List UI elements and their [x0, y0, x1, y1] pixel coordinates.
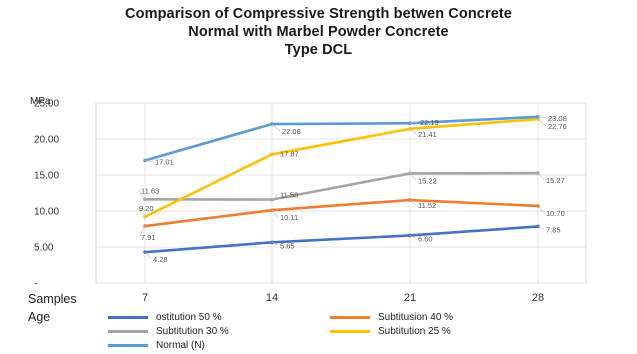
legend-item-subtitution-25: Subtitution 25 %: [330, 326, 451, 337]
legend-item-normal: Normal (N): [108, 340, 205, 351]
data-label: 22.76: [548, 122, 567, 131]
data-label: 23.08: [548, 114, 567, 123]
data-label-leader: [138, 190, 146, 200]
legend-label-subtitution-50: ostitution 50 %: [156, 312, 222, 323]
series-line-0: [143, 225, 540, 254]
legend-label-normal: Normal (N): [156, 340, 205, 351]
data-label-leader: [537, 118, 547, 127]
data-label: 11.58: [280, 191, 298, 200]
chart-title-line-2: Normal with Marbel Powder Concrete: [188, 24, 449, 40]
data-label: 15.27: [546, 176, 565, 185]
legend-label-subtitution-30: Subtitution 30 %: [156, 326, 229, 337]
data-label: 4.28: [153, 255, 168, 264]
x-axis-label-line-1: Samples: [28, 292, 77, 306]
data-label-leader: [537, 116, 547, 119]
data-label-leader: [271, 153, 279, 155]
data-label: 10.11: [280, 213, 298, 222]
data-label: 7.85: [546, 225, 561, 234]
data-label: 11.52: [418, 201, 436, 210]
data-label: 15.22: [418, 176, 437, 185]
y-tick-label: 10.00: [34, 207, 59, 218]
data-label-leader: [136, 207, 146, 217]
data-label-leader: [409, 173, 417, 181]
data-label: 22.19: [420, 118, 439, 127]
legend-item-subtitusion-40: Subtitusion 40 %: [330, 312, 453, 323]
y-tick-label: 5.00: [34, 243, 54, 254]
data-label-leader: [138, 225, 146, 238]
series-line-4: [143, 115, 540, 162]
y-axis-label: MPa: [30, 96, 51, 107]
series-point-4-3: [536, 115, 540, 119]
legend-swatch-normal: [108, 344, 148, 347]
y-tick-label: 20.00: [34, 135, 59, 146]
data-label: 5.65: [280, 241, 295, 250]
data-label: 10.70: [546, 209, 565, 218]
data-label-leader: [409, 235, 417, 239]
legend-swatch-subtitution-50: [108, 316, 148, 319]
data-label-leader: [537, 226, 545, 230]
data-label-leader: [537, 205, 545, 214]
data-label-leader: [271, 123, 281, 132]
x-axis-label-line-2: Age: [28, 310, 51, 324]
chart-title-line-3: Type DCL: [284, 42, 353, 58]
legend-swatch-subtitution-25: [330, 330, 370, 333]
data-label: 17.87: [280, 149, 299, 158]
y-tick-label: 25.00: [34, 99, 59, 110]
data-label-leader: [271, 242, 279, 246]
x-tick-label: 7: [142, 292, 148, 304]
plot-frame: [95, 102, 587, 284]
data-label-leader: [409, 199, 417, 206]
y-tick-label: 15.00: [34, 171, 59, 182]
legend-swatch-subtitusion-40: [330, 316, 370, 319]
data-label: 11.63: [141, 186, 159, 195]
legend-item-subtitution-30: Subtitution 30 %: [108, 326, 229, 337]
data-label-leader: [409, 128, 417, 135]
data-label-leader: [271, 210, 279, 218]
data-label: 21.41: [418, 130, 437, 139]
series-line-2: [143, 171, 540, 201]
data-label-leader: [271, 194, 279, 200]
x-tick-label: 21: [404, 292, 416, 304]
legend-label-subtitusion-40: Subtitusion 40 %: [378, 312, 454, 323]
y-tick-label: -: [34, 279, 37, 290]
data-label: 22.08: [282, 127, 301, 136]
chart-title-line-1: Comparison of Compressive Strength betwe…: [125, 6, 512, 22]
legend-label-subtitution-25: Subtitution 25 %: [378, 326, 451, 337]
series-line-1: [143, 198, 540, 228]
data-label-leader: [144, 251, 152, 260]
x-tick-label: 28: [532, 292, 544, 304]
legend-swatch-subtitution-30: [108, 330, 148, 333]
data-label: 17.01: [155, 158, 174, 167]
x-tick-label: 14: [266, 292, 278, 304]
data-label-leader: [409, 121, 419, 124]
data-label-leader: [537, 172, 545, 181]
series-line-3: [143, 117, 540, 219]
data-label: 6.60: [418, 234, 433, 243]
legend-item-subtitution-50: ostitution 50 %: [108, 312, 222, 323]
data-label: 9.20: [139, 204, 154, 213]
data-label-leader: [144, 160, 154, 162]
data-label: 7.91: [141, 233, 156, 242]
